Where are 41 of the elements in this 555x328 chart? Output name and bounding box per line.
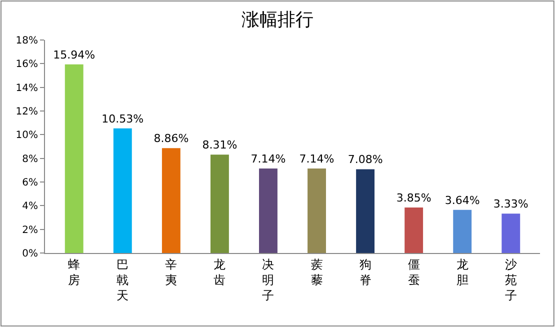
x-tick-label: 龙胆 — [456, 257, 468, 287]
data-label: 3.33% — [493, 198, 528, 211]
bar — [162, 148, 180, 253]
bar — [356, 169, 375, 253]
y-tick-label: 12% — [16, 106, 38, 118]
data-label: 8.86% — [154, 132, 189, 146]
y-tick-label: 10% — [16, 130, 38, 142]
x-tick-label: 沙苑子 — [504, 257, 517, 303]
y-tick-label: 4% — [22, 201, 38, 212]
x-tick-label: 蜂房 — [68, 257, 80, 287]
data-label: 15.94% — [53, 48, 96, 62]
bar — [210, 154, 229, 253]
bar — [308, 168, 326, 253]
x-tick-label: 巴戟天 — [116, 257, 129, 303]
y-tick-label: 8% — [22, 154, 38, 165]
bar — [113, 128, 132, 253]
y-tick-label: 6% — [22, 178, 38, 188]
bar — [259, 168, 278, 253]
x-tick-label: 狗脊 — [359, 257, 372, 287]
bar — [453, 210, 472, 253]
y-tick-label: 18% — [16, 36, 38, 46]
y-tick-label: 14% — [16, 82, 38, 94]
x-tick-label: 龙齿 — [214, 257, 226, 287]
x-tick-label: 僵蚕 — [408, 257, 420, 287]
bar — [64, 64, 84, 253]
bar — [502, 214, 520, 253]
data-label: 7.14% — [250, 152, 286, 166]
x-tick-label: 辛夷 — [165, 257, 178, 287]
x-tick-label: 决明子 — [262, 257, 274, 303]
data-label: 8.31% — [202, 138, 238, 152]
y-tick-label: 0% — [22, 248, 38, 260]
x-tick-label: 蒺藜 — [310, 257, 323, 287]
y-tick-label: 2% — [22, 224, 38, 236]
chart-title: 涨幅排行 — [242, 10, 314, 31]
data-label: 3.85% — [396, 191, 432, 204]
data-label: 10.53% — [102, 112, 144, 126]
bar — [404, 207, 424, 253]
y-tick-label: 16% — [16, 59, 38, 70]
data-label: 7.14% — [299, 152, 334, 166]
data-label: 7.08% — [348, 153, 383, 166]
data-label: 3.64% — [444, 194, 480, 207]
